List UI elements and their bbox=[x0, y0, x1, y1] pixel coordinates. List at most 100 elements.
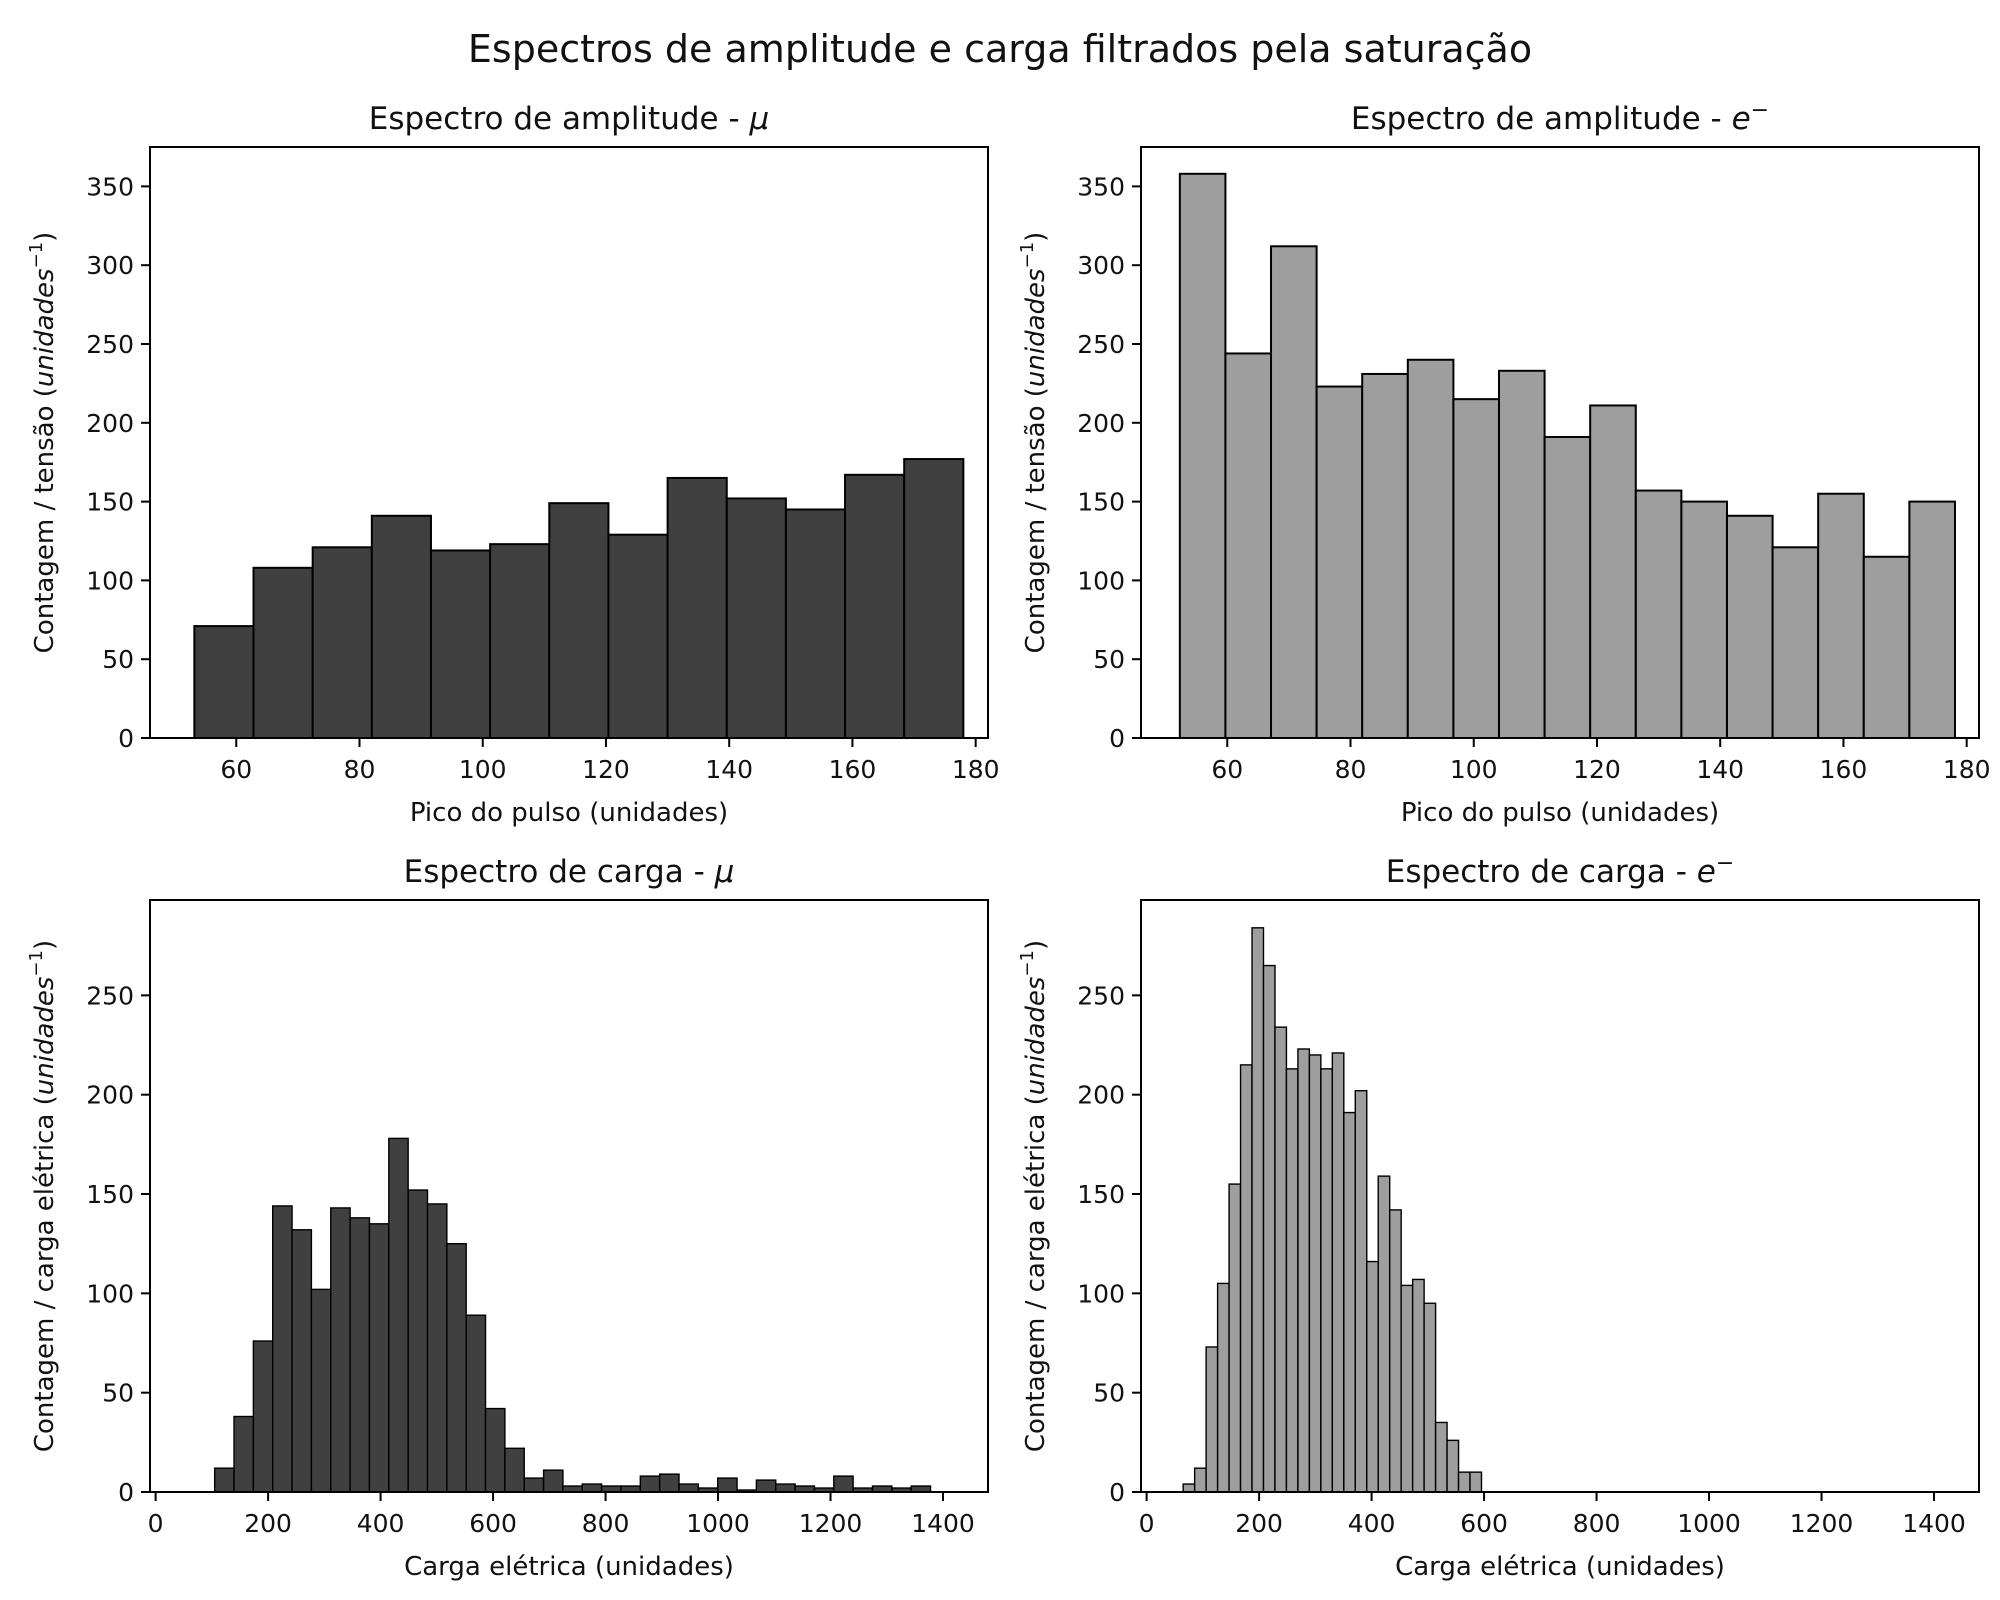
histogram-bar bbox=[1423, 1302, 1437, 1493]
histogram-bar bbox=[446, 1242, 467, 1493]
y-tick-label: 0 bbox=[1109, 724, 1125, 753]
histogram-bar bbox=[1543, 435, 1592, 739]
histogram-bar bbox=[465, 1314, 487, 1493]
histogram-bars bbox=[1182, 927, 1483, 1493]
chart-panel-1: 60 80 100 120 140 160 180 0 50 100 150 200 250 300 350… bbox=[26, 101, 1000, 828]
x-axis-label: Carga elétrica (unidades) bbox=[404, 1552, 734, 1582]
panels: 60 80 100 120 140 160 180 0 50 100 150 200 250 300 350… bbox=[26, 98, 1991, 1582]
x-tick-label: 80 bbox=[1335, 755, 1367, 784]
histogram-bar bbox=[1589, 404, 1637, 739]
histogram-bar bbox=[755, 1479, 777, 1493]
histogram-bar bbox=[233, 1415, 255, 1493]
x-tick-label: 400 bbox=[1348, 1509, 1396, 1538]
panel-title: Espectro de carga - e− bbox=[1386, 851, 1735, 890]
y-tick-label: 0 bbox=[118, 724, 134, 753]
histogram-bar bbox=[523, 1477, 545, 1493]
x-tick-label: 60 bbox=[1211, 755, 1243, 784]
y-axis-label: Contagem / carga elétrica (unidades−1) bbox=[26, 940, 60, 1452]
histogram-bar bbox=[1274, 1026, 1288, 1493]
histogram-bar bbox=[1377, 1175, 1391, 1493]
axes-frame bbox=[149, 899, 989, 1493]
y-tick-label: 100 bbox=[1077, 1279, 1125, 1308]
y-tick-label: 300 bbox=[1077, 251, 1125, 280]
histogram-bar bbox=[1251, 927, 1265, 1493]
histogram-bar bbox=[581, 1483, 603, 1493]
histogram-bar bbox=[489, 543, 551, 739]
y-tick-label: 300 bbox=[86, 251, 134, 280]
chart-panel-2: 60 80 100 120 140 160 180 0 50 100 150 200 250 300 350… bbox=[1017, 98, 1991, 828]
histogram-bar bbox=[1497, 369, 1546, 739]
histogram-bar bbox=[1446, 1439, 1460, 1493]
y-tick-label: 250 bbox=[1077, 981, 1125, 1010]
histogram-bar bbox=[1771, 546, 1820, 740]
histogram-bar bbox=[903, 458, 965, 739]
histogram-bar bbox=[1308, 1054, 1322, 1493]
y-tick-label: 250 bbox=[1077, 330, 1125, 359]
y-tick-label: 200 bbox=[86, 1081, 134, 1110]
histogram-bar bbox=[725, 497, 787, 739]
histogram-bar bbox=[678, 1483, 700, 1493]
histogram-bar bbox=[252, 566, 314, 739]
y-tick-label: 350 bbox=[86, 172, 134, 201]
histogram-bar bbox=[1400, 1284, 1414, 1493]
x-tick-label: 0 bbox=[148, 1509, 164, 1538]
histogram-bar bbox=[717, 1477, 738, 1493]
histogram-bar bbox=[1315, 385, 1364, 739]
histogram-bar bbox=[1908, 500, 1956, 739]
x-tick-label: 800 bbox=[582, 1509, 630, 1538]
histogram-bar bbox=[1343, 1111, 1356, 1493]
x-axis-label: Carga elétrica (unidades) bbox=[1395, 1552, 1725, 1582]
y-tick-label: 100 bbox=[1077, 566, 1125, 595]
histogram-bar bbox=[291, 1229, 313, 1493]
panel-title: Espectro de amplitude - μ bbox=[369, 101, 769, 137]
histogram-bar bbox=[1361, 372, 1409, 739]
x-tick-label: 800 bbox=[1573, 1509, 1621, 1538]
histogram-bar bbox=[775, 1483, 796, 1493]
histogram-bar bbox=[1182, 1483, 1196, 1493]
x-tick-label: 140 bbox=[1696, 755, 1744, 784]
y-tick-label: 150 bbox=[86, 1180, 134, 1209]
histogram-bar bbox=[1366, 1260, 1379, 1493]
histogram-bar bbox=[1239, 1064, 1253, 1493]
histogram-bar bbox=[1469, 1471, 1483, 1493]
figure-suptitle: Espectros de amplitude e carga filtrados… bbox=[468, 27, 1532, 71]
x-tick-label: 1200 bbox=[1790, 1509, 1854, 1538]
x-tick-label: 200 bbox=[1235, 1509, 1283, 1538]
histogram-bar bbox=[1228, 1183, 1242, 1493]
histogram-bar bbox=[1406, 358, 1455, 739]
y-tick-label: 50 bbox=[1093, 1379, 1125, 1408]
histogram-bar bbox=[1224, 352, 1273, 739]
y-tick-label: 50 bbox=[1093, 645, 1125, 674]
x-tick-label: 140 bbox=[705, 755, 753, 784]
histogram-bar bbox=[1285, 1068, 1299, 1493]
histogram-bar bbox=[407, 1189, 429, 1493]
histogram-bar bbox=[1354, 1090, 1368, 1493]
x-tick-label: 180 bbox=[952, 755, 1000, 784]
histogram-bar bbox=[1205, 1346, 1219, 1493]
histogram-bar bbox=[429, 549, 492, 739]
histogram-bar bbox=[252, 1340, 274, 1493]
x-tick-label: 0 bbox=[1139, 1509, 1155, 1538]
histogram-bars bbox=[193, 458, 965, 740]
histogram-bar bbox=[542, 1469, 564, 1493]
histogram-bar bbox=[548, 502, 610, 739]
histogram-bar bbox=[368, 1223, 390, 1493]
histogram-bar bbox=[1331, 1052, 1345, 1493]
y-tick-label: 150 bbox=[86, 488, 134, 517]
histogram-bar bbox=[1193, 1467, 1207, 1493]
x-tick-label: 1400 bbox=[911, 1509, 975, 1538]
y-tick-label: 50 bbox=[102, 1379, 134, 1408]
x-tick-label: 120 bbox=[582, 755, 630, 784]
histogram-bar bbox=[1862, 555, 1911, 740]
x-tick-label: 1000 bbox=[686, 1509, 750, 1538]
histogram-bar bbox=[310, 1288, 332, 1493]
histogram-bar bbox=[1262, 964, 1276, 1493]
panel-title: Espectro de carga - μ bbox=[404, 854, 735, 890]
y-tick-label: 350 bbox=[1077, 172, 1125, 201]
y-tick-label: 100 bbox=[86, 1279, 134, 1308]
histogram-bar bbox=[1634, 489, 1683, 739]
y-axis-label: Contagem / carga elétrica (unidades−1) bbox=[1017, 940, 1051, 1452]
histogram-bars bbox=[1178, 172, 1956, 740]
histogram-bar bbox=[1457, 1471, 1471, 1493]
y-tick-label: 0 bbox=[1109, 1478, 1125, 1507]
